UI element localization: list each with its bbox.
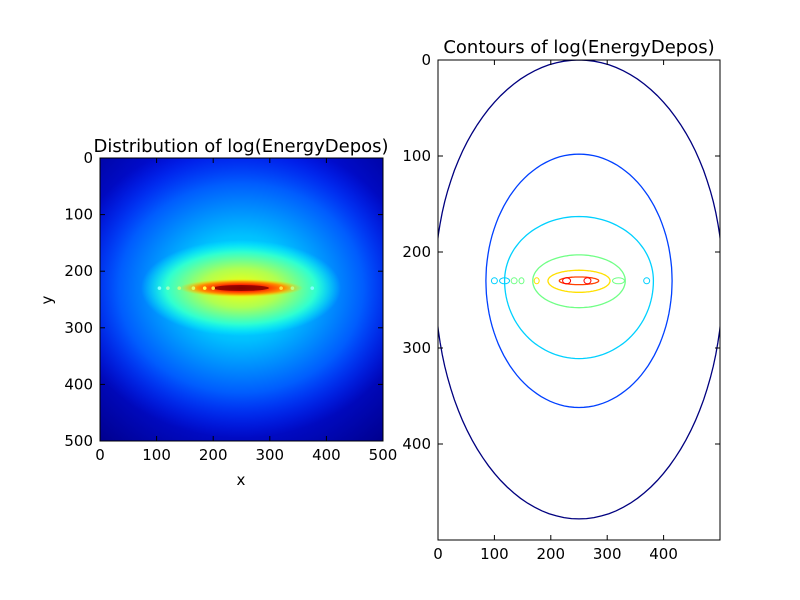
contour-panel: Contours of log(EnergyDepos) 0 100 200 300 4… — [402, 37, 721, 563]
heatmap-frame — [99, 157, 384, 442]
contour-y-tick-label: 0 — [421, 51, 431, 69]
heatmap-panel: Distribution of log(EnergyDepos) 0 100 200… — [38, 136, 397, 489]
heatmap-ridge-dot — [177, 286, 182, 290]
heatmap-x-tick-label: 500 — [369, 446, 398, 464]
contour-title: Contours of log(EnergyDepos) — [443, 37, 714, 58]
heatmap-image — [100, 158, 383, 441]
heatmap-y-tick-label: 100 — [64, 206, 93, 224]
contour-frame — [437, 59, 721, 541]
contour-x-tick-label: 0 — [433, 545, 443, 563]
contour-ridge-blob — [490, 277, 498, 285]
contour-ridge-blob — [499, 277, 511, 285]
heatmap-ridge-dot — [191, 286, 196, 290]
heatmap-y-label: y — [38, 295, 56, 304]
heatmap-x-axis: 0 100 200 300 400 500 — [95, 158, 397, 464]
contour-level-4 — [547, 269, 611, 293]
contour-level-0 — [438, 60, 720, 520]
heatmap-ridge-dot — [157, 286, 162, 290]
heatmap-y-tick-label: 200 — [64, 262, 93, 280]
contour-ridge-blob — [562, 277, 572, 285]
heatmap-y-tick-label: 500 — [64, 432, 93, 450]
heatmap-x-label: x — [237, 471, 246, 489]
heatmap-x-tick-label: 100 — [142, 446, 171, 464]
contour-x-tick-label: 200 — [536, 545, 565, 563]
heatmap-x-tick-label: 200 — [199, 446, 228, 464]
heatmap-ridge-dot — [279, 286, 283, 290]
contour-y-tick-label: 100 — [402, 147, 431, 165]
heatmap-title: Distribution of log(EnergyDepos) — [93, 136, 388, 157]
heatmap-y-tick-label: 400 — [64, 375, 93, 393]
contour-x-tick-label: 300 — [593, 545, 622, 563]
contour-ridge-blob — [611, 277, 625, 285]
contour-x-tick-label: 400 — [649, 545, 678, 563]
contour-y-tick-label: 300 — [402, 339, 431, 357]
contour-ridge-blob — [518, 277, 525, 285]
contour-lines — [438, 60, 720, 520]
contour-ridge-blob — [510, 277, 518, 285]
heatmap-y-tick-label: 0 — [83, 149, 93, 167]
contour-x-tick-label: 100 — [480, 545, 509, 563]
contour-y-tick-label: 400 — [402, 435, 431, 453]
heatmap-ridge-dot — [290, 286, 295, 290]
heatmap-ridge-dot — [211, 286, 215, 290]
contour-level-1 — [485, 153, 673, 409]
contour-level-3 — [532, 254, 626, 309]
contour-x-axis: 0 100 200 300 400 — [433, 60, 678, 563]
contour-y-tick-label: 200 — [402, 243, 431, 261]
heatmap-x-tick-label: 300 — [255, 446, 284, 464]
contour-ridge-blob — [583, 277, 592, 285]
heatmap-ridge-dot — [202, 286, 207, 290]
heatmap-ridge-dot — [166, 286, 170, 290]
contour-level-2 — [503, 215, 655, 360]
contour-ridge-blob — [533, 277, 540, 285]
contour-ridge-blob — [643, 277, 651, 285]
heatmap-y-axis: 0 100 200 300 400 500 — [64, 149, 383, 450]
contour-y-axis: 0 100 200 300 400 — [402, 51, 720, 453]
heatmap-x-tick-label: 0 — [95, 446, 105, 464]
heatmap-y-tick-label: 300 — [64, 319, 93, 337]
heatmap-ridge-dot — [310, 286, 315, 290]
heatmap-x-tick-label: 400 — [312, 446, 341, 464]
